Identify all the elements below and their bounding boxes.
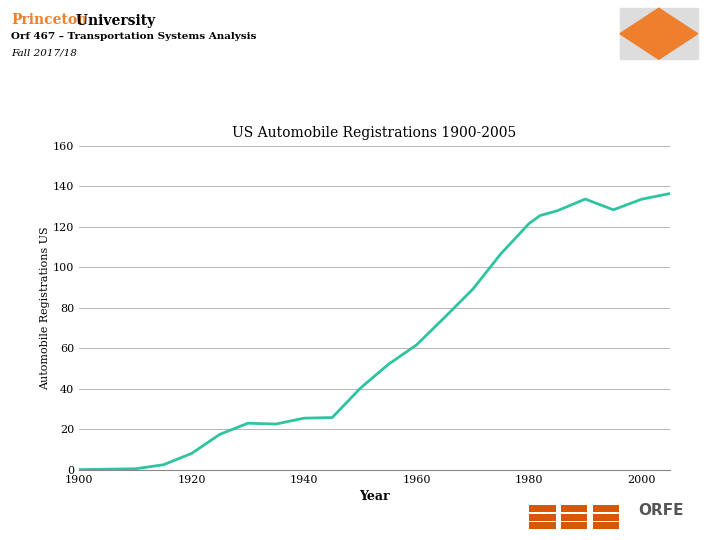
X-axis label: Year: Year	[359, 490, 390, 503]
Bar	[529, 505, 556, 512]
Text: ORFE: ORFE	[638, 503, 683, 518]
Bar	[561, 514, 588, 521]
Text: Princeton: Princeton	[11, 14, 87, 28]
Bar	[529, 514, 556, 521]
Text: Dominance of Automobiles: Dominance of Automobiles	[221, 49, 506, 68]
Bar	[561, 522, 588, 529]
Text: Fall 2017/18: Fall 2017/18	[11, 49, 76, 58]
Bar	[529, 522, 556, 529]
Polygon shape	[620, 8, 698, 59]
Bar	[593, 522, 619, 529]
Title: US Automobile Registrations 1900-2005: US Automobile Registrations 1900-2005	[233, 126, 516, 140]
Text: University: University	[71, 14, 155, 28]
Bar	[593, 505, 619, 512]
Y-axis label: Automobile Registrations US: Automobile Registrations US	[40, 226, 50, 390]
Bar	[593, 514, 619, 521]
Bar	[561, 505, 588, 512]
Text: Orf 467 – Transportation Systems Analysis: Orf 467 – Transportation Systems Analysi…	[11, 32, 256, 42]
